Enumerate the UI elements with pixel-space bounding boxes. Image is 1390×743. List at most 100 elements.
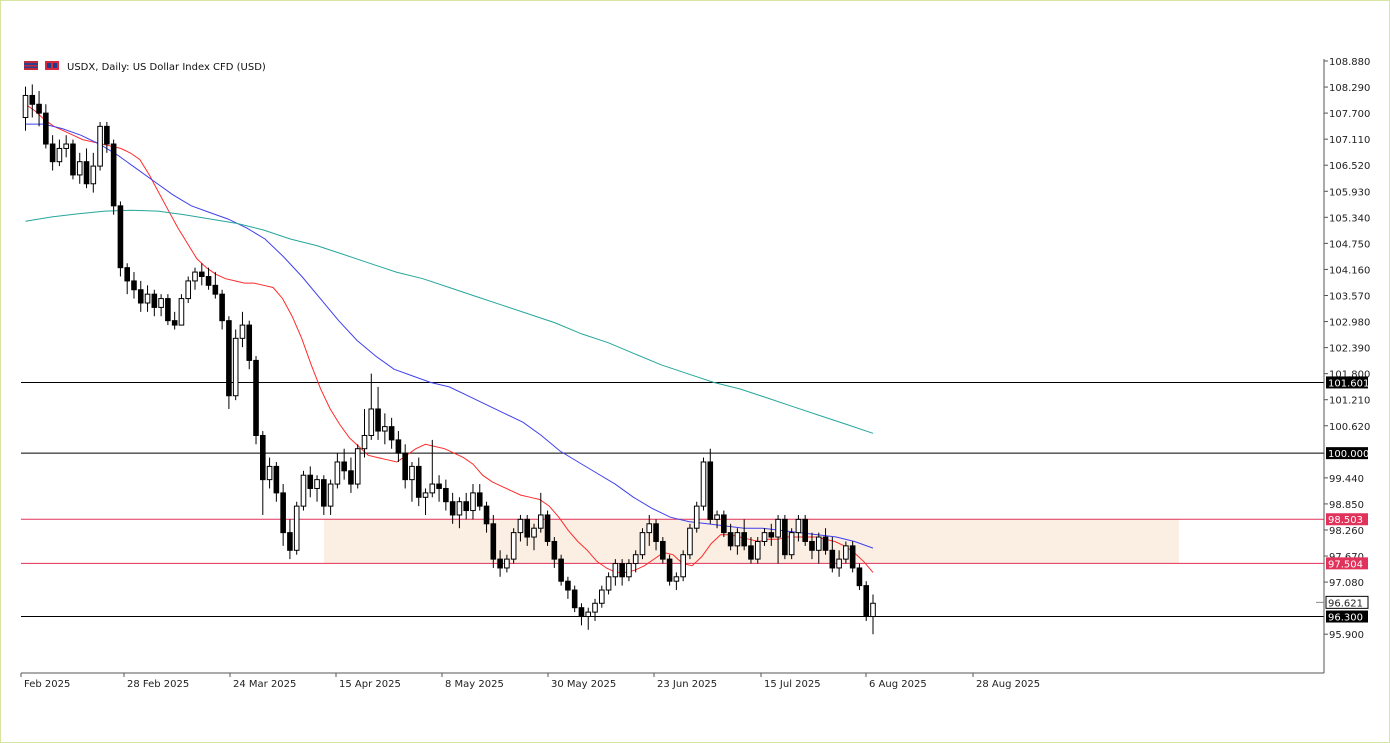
level-price-tag <box>1326 447 1368 460</box>
y-tick-label: 107.110 <box>1329 135 1370 146</box>
y-tick-label: 101.210 <box>1329 396 1370 407</box>
candle <box>849 541 856 573</box>
candle <box>22 86 29 131</box>
y-tick-label: 98.260 <box>1329 526 1364 537</box>
candle <box>219 289 225 330</box>
candle <box>287 519 293 560</box>
y-tick-label: 95.900 <box>1329 630 1364 641</box>
candle <box>456 497 463 529</box>
candle <box>551 537 558 568</box>
candle <box>524 514 531 546</box>
candle <box>63 135 69 158</box>
y-tick-label: 100.620 <box>1329 422 1370 433</box>
x-tick-label: 15 Apr 2025 <box>339 679 401 690</box>
candle <box>693 501 700 533</box>
candle <box>544 510 551 546</box>
candle <box>395 431 402 462</box>
candle <box>734 528 741 555</box>
y-tick-label: 104.750 <box>1329 239 1370 250</box>
candle <box>117 201 124 277</box>
y-tick-label: 103.570 <box>1329 291 1370 302</box>
level-price-tag <box>1326 513 1368 526</box>
candle <box>300 470 307 511</box>
candle <box>700 457 707 511</box>
candle <box>239 311 246 348</box>
x-tick-label: 24 Mar 2025 <box>233 679 296 690</box>
level-price-label: 96.300 <box>1328 613 1363 624</box>
candle <box>192 267 198 290</box>
candle <box>334 453 341 489</box>
y-tick-label: 107.700 <box>1329 109 1370 120</box>
y-tick-label: 102.980 <box>1329 318 1370 329</box>
candle <box>280 484 286 546</box>
candle <box>273 461 280 502</box>
candle <box>185 276 192 303</box>
y-tick-label: 108.880 <box>1329 57 1370 68</box>
candle <box>721 510 727 538</box>
candle <box>415 457 422 507</box>
candle <box>558 554 564 586</box>
candle <box>578 603 585 626</box>
level-price-tag <box>1326 557 1368 570</box>
candle <box>260 431 266 515</box>
candle <box>232 329 239 401</box>
y-tick-label: 98.850 <box>1329 500 1364 511</box>
y-tick-label: 104.160 <box>1329 265 1370 276</box>
moving-average-line <box>25 123 874 549</box>
candle <box>565 576 571 599</box>
candle <box>829 537 836 573</box>
candle <box>592 598 598 621</box>
candle <box>375 386 381 440</box>
candle <box>537 492 544 533</box>
trading-icon[interactable] <box>45 61 59 70</box>
candle <box>436 475 442 502</box>
candle <box>504 554 510 573</box>
candle <box>748 537 754 564</box>
candle <box>205 267 212 290</box>
level-price-label: 101.601 <box>1328 378 1369 389</box>
x-tick-label: 28 Aug 2025 <box>976 679 1040 690</box>
candle <box>253 355 259 445</box>
candle <box>226 316 232 409</box>
candle <box>626 559 632 582</box>
candle <box>70 139 76 180</box>
candle <box>809 532 815 560</box>
candle <box>314 475 320 502</box>
candle <box>382 413 388 445</box>
candle <box>422 488 429 515</box>
candle <box>49 135 56 171</box>
candle <box>158 294 164 317</box>
candle <box>144 285 151 312</box>
candle <box>388 417 395 449</box>
x-tick-label: 8 May 2025 <box>445 679 504 690</box>
candle <box>782 514 788 560</box>
candle <box>571 585 578 613</box>
candle <box>619 559 625 586</box>
candle <box>470 484 476 520</box>
candle <box>795 514 802 542</box>
candle <box>43 104 49 149</box>
candle <box>673 572 680 591</box>
current-price-tag <box>1325 595 1369 609</box>
candle <box>198 263 205 286</box>
candle <box>165 294 171 326</box>
candle <box>171 311 178 330</box>
candle <box>754 537 761 564</box>
candle <box>476 484 483 511</box>
candle <box>531 523 537 551</box>
candle <box>348 457 354 493</box>
x-tick-label: 15 Jul 2025 <box>764 679 821 690</box>
candle <box>517 514 524 542</box>
candle <box>56 139 63 167</box>
candle <box>646 514 653 546</box>
candle <box>266 457 273 489</box>
candle <box>497 550 503 577</box>
candle <box>788 528 795 560</box>
candle <box>775 514 781 564</box>
candle <box>151 289 158 317</box>
x-tick-label: 30 May 2025 <box>551 679 616 690</box>
candle <box>768 523 775 546</box>
candle <box>293 501 300 555</box>
